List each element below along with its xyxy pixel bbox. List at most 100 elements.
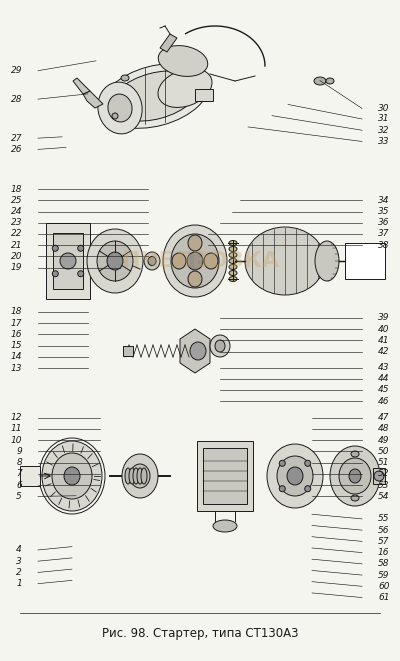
Text: 20: 20 bbox=[10, 252, 22, 261]
Text: 31: 31 bbox=[378, 114, 390, 124]
Ellipse shape bbox=[122, 454, 158, 498]
Text: 58: 58 bbox=[378, 559, 390, 568]
Ellipse shape bbox=[229, 270, 237, 276]
Polygon shape bbox=[83, 91, 103, 108]
Text: 39: 39 bbox=[378, 313, 390, 323]
Ellipse shape bbox=[158, 46, 208, 77]
Text: 22: 22 bbox=[10, 229, 22, 239]
Ellipse shape bbox=[78, 271, 84, 277]
Ellipse shape bbox=[229, 253, 237, 258]
Bar bbox=[197, 441, 253, 511]
Text: 47: 47 bbox=[378, 413, 390, 422]
Text: 14: 14 bbox=[10, 352, 22, 362]
Polygon shape bbox=[160, 34, 177, 52]
Ellipse shape bbox=[158, 69, 212, 108]
Text: 52: 52 bbox=[378, 469, 390, 479]
Ellipse shape bbox=[148, 256, 156, 266]
Text: 18: 18 bbox=[10, 307, 22, 317]
Text: 42: 42 bbox=[378, 347, 390, 356]
Ellipse shape bbox=[305, 486, 311, 492]
Bar bbox=[53, 233, 83, 289]
Text: 19: 19 bbox=[10, 263, 22, 272]
Text: 54: 54 bbox=[378, 492, 390, 501]
Text: 23: 23 bbox=[10, 218, 22, 227]
Ellipse shape bbox=[42, 441, 102, 511]
Text: 15: 15 bbox=[10, 341, 22, 350]
Text: ПЧЕЛВОЗКА: ПЧЕЛВОЗКА bbox=[122, 251, 278, 271]
Text: 3: 3 bbox=[16, 557, 22, 566]
Ellipse shape bbox=[229, 247, 237, 251]
Text: 17: 17 bbox=[10, 319, 22, 328]
Ellipse shape bbox=[60, 253, 76, 269]
Ellipse shape bbox=[172, 253, 186, 269]
Text: 34: 34 bbox=[378, 196, 390, 205]
Text: 7: 7 bbox=[16, 469, 22, 479]
Text: 50: 50 bbox=[378, 447, 390, 456]
Ellipse shape bbox=[287, 467, 303, 485]
Text: 8: 8 bbox=[16, 458, 22, 467]
Text: 35: 35 bbox=[378, 207, 390, 216]
Text: 16: 16 bbox=[10, 330, 22, 339]
Ellipse shape bbox=[52, 271, 58, 277]
Text: 21: 21 bbox=[10, 241, 22, 250]
Polygon shape bbox=[73, 78, 90, 94]
Ellipse shape bbox=[187, 252, 203, 270]
Ellipse shape bbox=[144, 252, 160, 270]
Ellipse shape bbox=[133, 468, 139, 484]
Text: 16: 16 bbox=[378, 548, 390, 557]
Ellipse shape bbox=[78, 245, 84, 251]
Text: 61: 61 bbox=[378, 593, 390, 602]
Ellipse shape bbox=[315, 241, 339, 281]
Ellipse shape bbox=[107, 252, 123, 270]
Text: 60: 60 bbox=[378, 582, 390, 591]
Text: 6: 6 bbox=[16, 481, 22, 490]
Text: 18: 18 bbox=[10, 184, 22, 194]
Text: 9: 9 bbox=[16, 447, 22, 456]
Text: 40: 40 bbox=[378, 325, 390, 334]
Ellipse shape bbox=[279, 460, 285, 466]
Text: 51: 51 bbox=[378, 458, 390, 467]
Text: 32: 32 bbox=[378, 126, 390, 135]
Ellipse shape bbox=[210, 335, 230, 357]
Text: 36: 36 bbox=[378, 218, 390, 227]
Ellipse shape bbox=[279, 486, 285, 492]
Ellipse shape bbox=[163, 225, 227, 297]
Text: 55: 55 bbox=[378, 514, 390, 524]
Ellipse shape bbox=[204, 253, 218, 269]
Text: 56: 56 bbox=[378, 525, 390, 535]
Text: 27: 27 bbox=[10, 134, 22, 143]
Ellipse shape bbox=[129, 468, 135, 484]
Text: 11: 11 bbox=[10, 424, 22, 434]
Text: 38: 38 bbox=[378, 241, 390, 250]
Ellipse shape bbox=[339, 458, 371, 494]
Ellipse shape bbox=[351, 451, 359, 457]
Ellipse shape bbox=[351, 495, 359, 501]
Ellipse shape bbox=[305, 460, 311, 466]
Text: 5: 5 bbox=[16, 492, 22, 501]
Ellipse shape bbox=[314, 77, 326, 85]
Text: 25: 25 bbox=[10, 196, 22, 205]
Text: 41: 41 bbox=[378, 336, 390, 345]
Text: 30: 30 bbox=[378, 104, 390, 113]
Ellipse shape bbox=[188, 235, 202, 251]
Ellipse shape bbox=[349, 469, 361, 483]
Text: 49: 49 bbox=[378, 436, 390, 445]
Text: 12: 12 bbox=[10, 413, 22, 422]
Ellipse shape bbox=[52, 245, 58, 251]
Ellipse shape bbox=[137, 468, 143, 484]
Bar bbox=[373, 468, 385, 484]
Ellipse shape bbox=[121, 75, 129, 81]
Text: 43: 43 bbox=[378, 363, 390, 372]
Ellipse shape bbox=[108, 94, 132, 122]
Ellipse shape bbox=[171, 234, 219, 288]
Polygon shape bbox=[180, 329, 210, 373]
Ellipse shape bbox=[245, 227, 325, 295]
Ellipse shape bbox=[52, 453, 92, 499]
Ellipse shape bbox=[87, 229, 143, 293]
Text: 59: 59 bbox=[378, 570, 390, 580]
Text: 46: 46 bbox=[378, 397, 390, 406]
Ellipse shape bbox=[130, 464, 150, 488]
Text: 53: 53 bbox=[378, 481, 390, 490]
Ellipse shape bbox=[125, 468, 131, 484]
Ellipse shape bbox=[188, 271, 202, 287]
